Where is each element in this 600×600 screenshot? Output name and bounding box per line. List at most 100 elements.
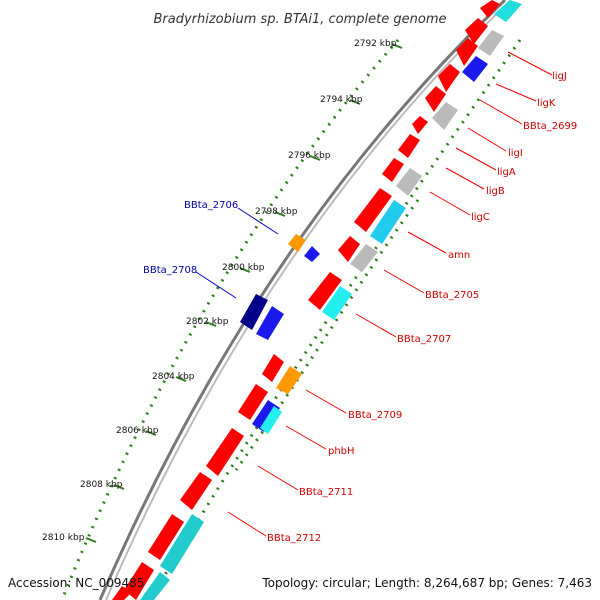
gene-arrow xyxy=(432,102,458,130)
tick-label: 2794 kbp xyxy=(320,95,363,105)
leader-line xyxy=(407,231,447,254)
tick-2810: 2810 kbp xyxy=(42,533,97,543)
gene-arrow xyxy=(382,158,404,182)
gene-arrow xyxy=(456,38,478,66)
gene-label[interactable]: BBta_2706 xyxy=(184,200,238,211)
gene-arrow xyxy=(206,428,244,476)
gene-arrow xyxy=(276,366,302,394)
gene-arrow xyxy=(238,384,268,420)
gene-arrow xyxy=(425,86,446,112)
leader-line xyxy=(429,191,471,216)
leader-line xyxy=(227,511,267,537)
gene-arrow xyxy=(370,200,406,244)
gene-arrow xyxy=(462,56,488,82)
tick-mark xyxy=(205,321,217,327)
gene-label[interactable]: phbH xyxy=(328,446,355,457)
reverse-labels: BBta_2706 BBta_2708 xyxy=(143,200,238,276)
tick-label: 2800 kbp xyxy=(222,263,265,273)
gene-arrow xyxy=(240,294,268,330)
tick-2804: 2804 kbp xyxy=(152,372,195,382)
tick-2792: 2792 kbp xyxy=(354,39,403,49)
tick-label: 2792 kbp xyxy=(354,39,397,49)
leader-line xyxy=(445,167,485,190)
tick-mark xyxy=(391,43,403,49)
leader-line xyxy=(479,99,523,125)
gene-arrow xyxy=(465,18,488,44)
backbone-inner xyxy=(105,0,512,600)
gene-arrow xyxy=(396,168,422,196)
gene-label[interactable]: BBta_2712 xyxy=(267,533,321,544)
backbone-outer xyxy=(98,0,507,600)
tick-2802: 2802 kbp xyxy=(186,317,229,327)
gene-label[interactable]: ligB xyxy=(486,186,505,197)
gene-arrow xyxy=(124,562,154,600)
gene-arrow xyxy=(480,0,500,18)
forward-label-lines xyxy=(227,51,553,537)
tick-2798: 2798 kbp xyxy=(255,207,298,217)
gene-arrow xyxy=(256,306,284,340)
leader-line xyxy=(507,51,553,76)
gene-arrow xyxy=(260,406,282,434)
reverse-genes xyxy=(240,234,320,340)
leader-line xyxy=(467,127,507,152)
tick-label: 2796 kbp xyxy=(288,151,331,161)
gene-arrow xyxy=(308,272,342,310)
gene-label[interactable]: BBta_2709 xyxy=(348,410,402,421)
gene-arrow xyxy=(160,514,204,574)
gene-arrow xyxy=(148,514,184,560)
topology-text: Topology: circular; Length: 8,264,687 bp… xyxy=(261,576,592,590)
forward-labels: ligJ ligK BBta_2699 ligI ligA ligB ligC … xyxy=(267,71,577,544)
tick-2800: 2800 kbp xyxy=(222,263,265,273)
gene-label[interactable]: BBta_2708 xyxy=(143,265,197,276)
leader-line xyxy=(285,425,327,450)
leader-line xyxy=(383,269,425,294)
tick-label: 2804 kbp xyxy=(152,372,195,382)
gene-label[interactable]: ligI xyxy=(508,148,523,159)
map-title: Bradyrhizobium sp. BTAi1, complete genom… xyxy=(153,12,446,27)
forward-genes xyxy=(112,0,522,600)
gene-arrow xyxy=(478,30,504,56)
gene-arrow xyxy=(304,246,320,262)
leader-line xyxy=(455,147,497,171)
gene-arrow xyxy=(350,244,378,272)
tick-track xyxy=(60,39,400,600)
gene-arrow xyxy=(338,236,360,262)
gene-label[interactable]: ligA xyxy=(497,167,516,178)
tick-mark xyxy=(85,537,97,543)
gene-label[interactable]: ligC xyxy=(471,212,490,223)
gene-label[interactable]: BBta_2707 xyxy=(397,334,451,345)
gene-label[interactable]: ligK xyxy=(537,98,556,109)
gene-label[interactable]: BBta_2705 xyxy=(425,290,479,301)
reverse-label-lines xyxy=(195,207,279,299)
leader-line xyxy=(257,465,299,491)
gene-arrow xyxy=(494,0,522,22)
tick-label: 2810 kbp xyxy=(42,533,85,543)
leader-line xyxy=(237,207,279,235)
tick-mark xyxy=(239,267,251,273)
tick-2808: 2808 kbp xyxy=(80,480,125,490)
gene-arrow xyxy=(354,188,392,232)
tick-labels: 2792 kbp 2794 kbp 2796 kbp 2798 kbp 2800… xyxy=(42,39,403,543)
leader-line xyxy=(195,271,237,299)
gene-label[interactable]: BBta_2711 xyxy=(299,487,353,498)
tick-mark xyxy=(274,211,286,217)
gene-arrow xyxy=(262,354,284,382)
tick-2796: 2796 kbp xyxy=(288,151,331,161)
gene-label[interactable]: ligJ xyxy=(552,71,567,82)
gene-label[interactable]: BBta_2699 xyxy=(523,121,577,132)
gene-arrow xyxy=(438,64,460,92)
tick-mark xyxy=(349,99,361,105)
gene-arrow xyxy=(322,286,352,320)
leader-line xyxy=(355,313,397,338)
tick-mark xyxy=(145,430,157,436)
tick-label: 2806 kbp xyxy=(116,426,159,436)
tick-label: 2802 kbp xyxy=(186,317,229,327)
tick-label: 2798 kbp xyxy=(255,207,298,217)
outer-dotted-track xyxy=(148,39,522,600)
tick-2794: 2794 kbp xyxy=(320,95,363,105)
tick-mark xyxy=(113,484,125,490)
tick-label: 2808 kbp xyxy=(80,480,123,490)
gene-label[interactable]: amn xyxy=(448,250,470,261)
tick-2806: 2806 kbp xyxy=(116,426,159,436)
